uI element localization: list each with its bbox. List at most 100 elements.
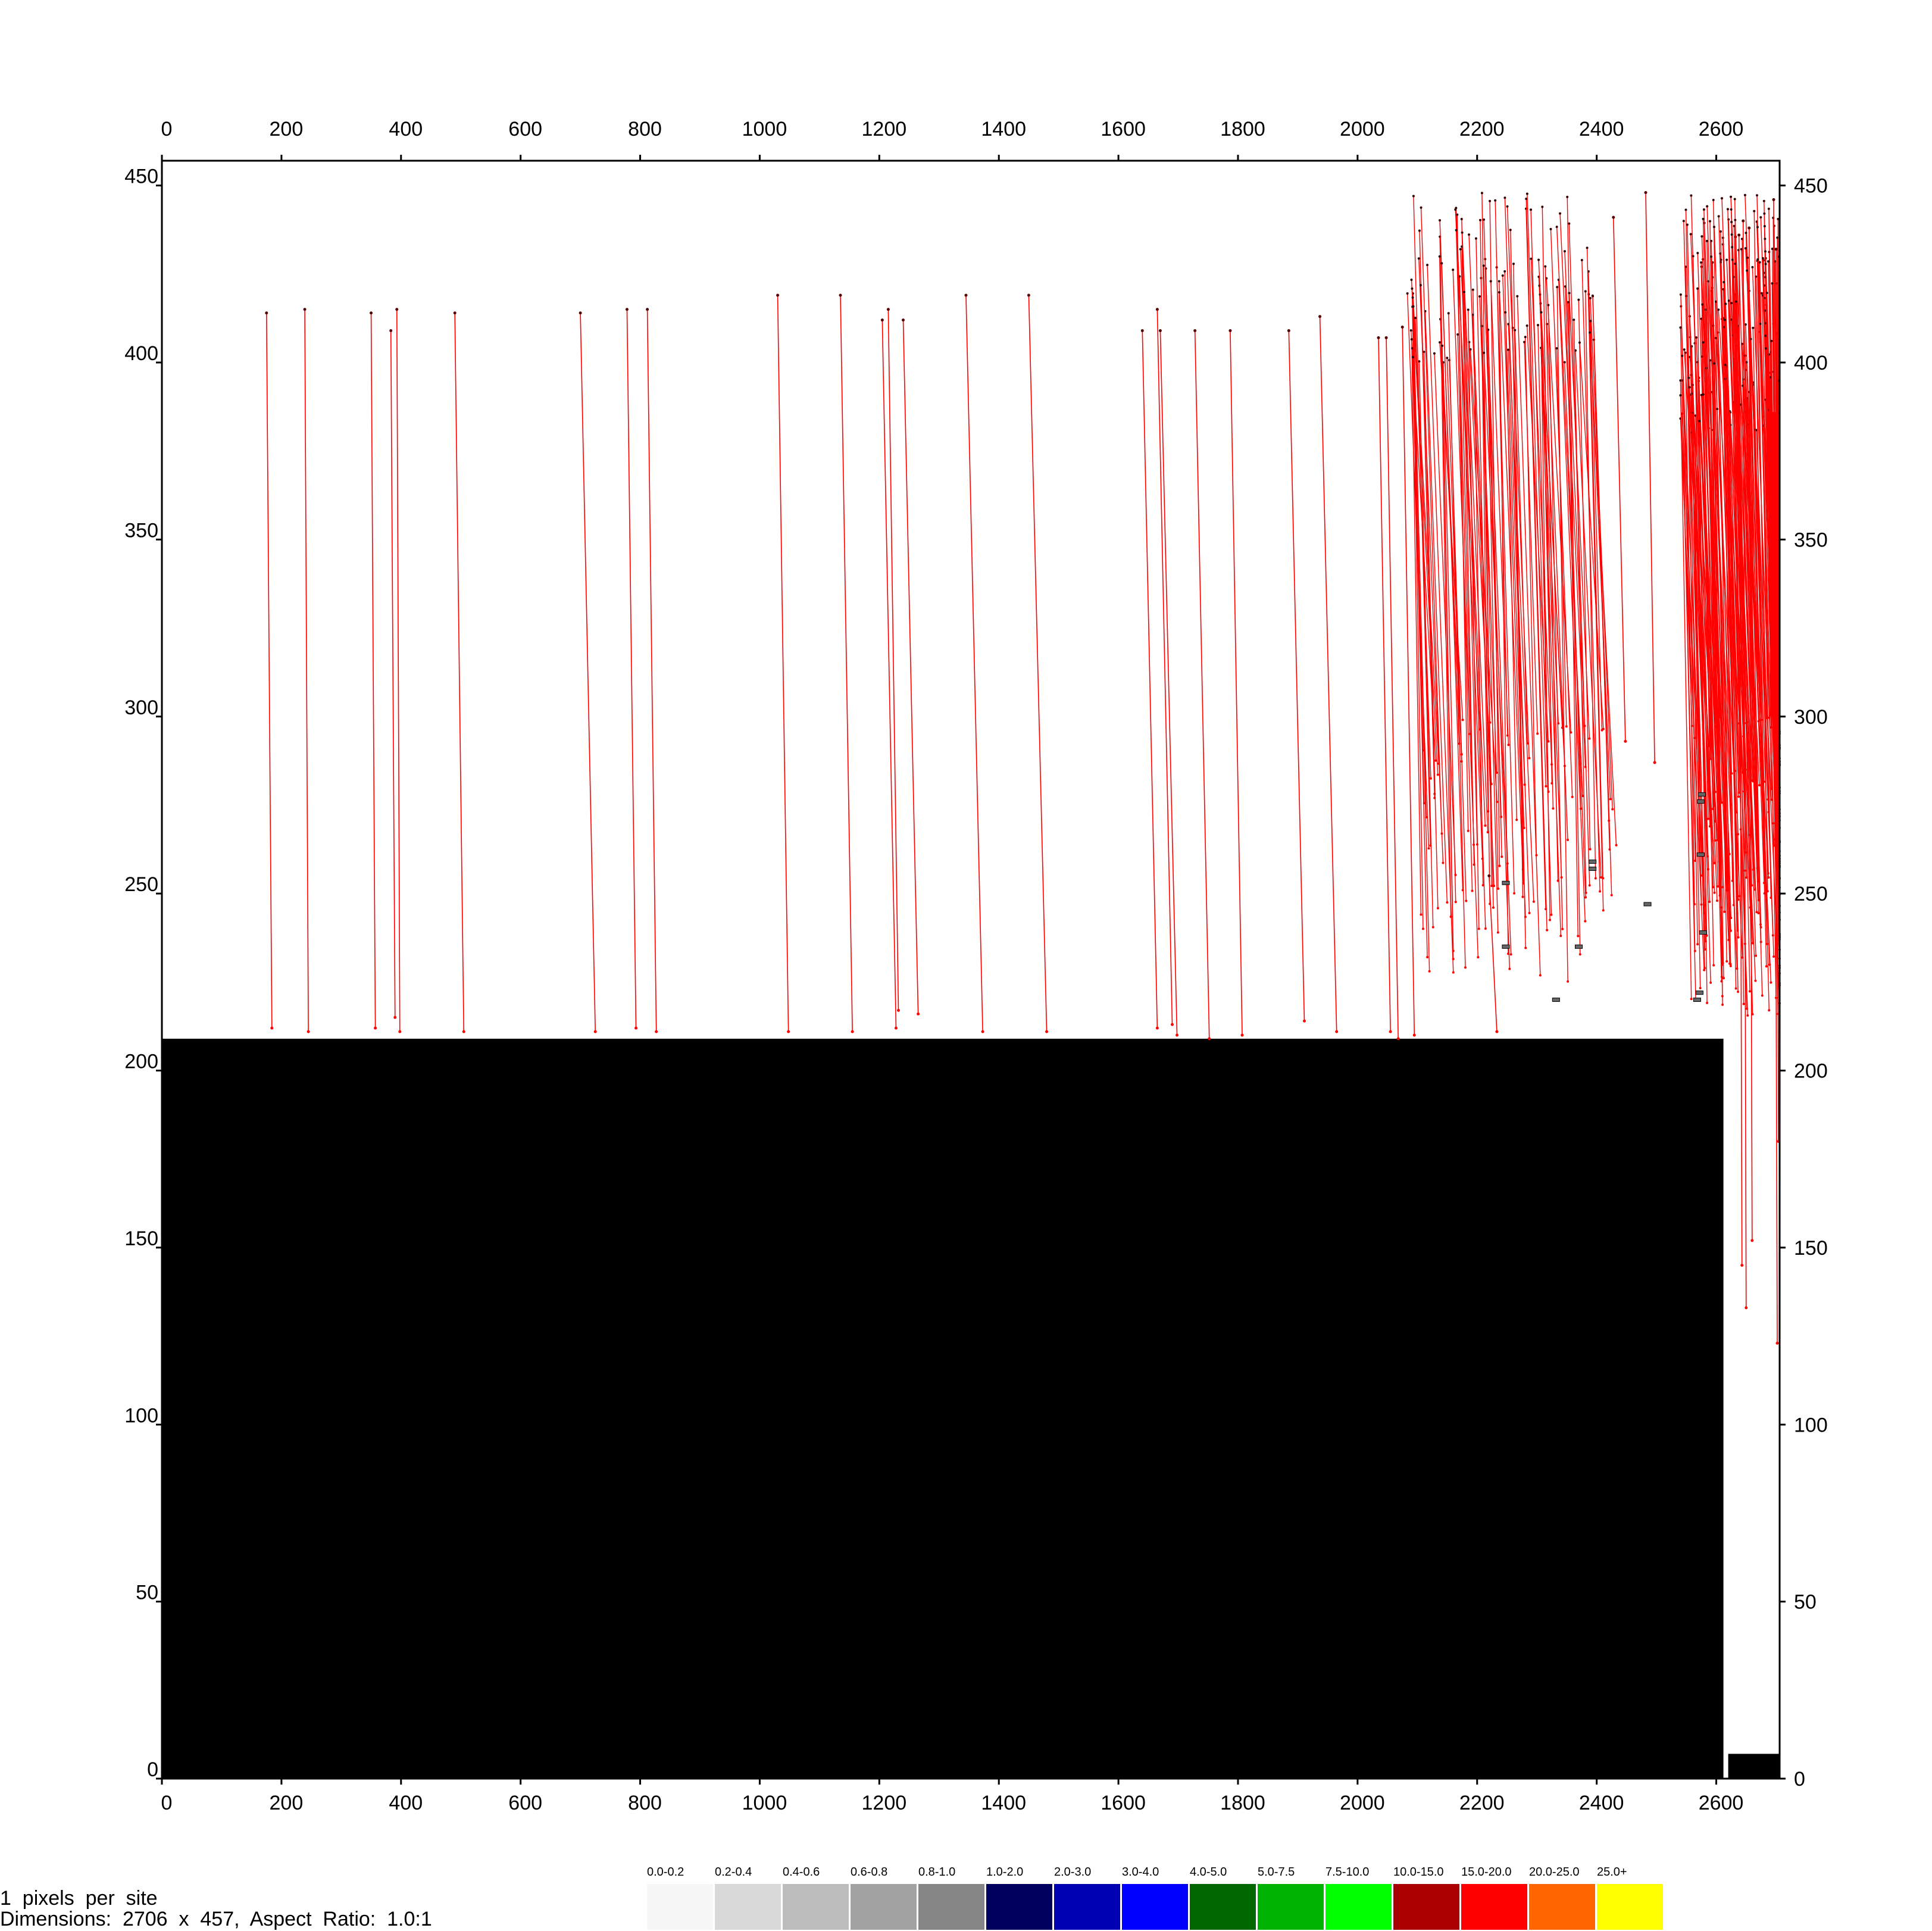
segment-dot	[1500, 855, 1503, 858]
segment-start-dot	[1318, 315, 1322, 318]
segment-dot	[1679, 326, 1682, 329]
segment-dot	[1489, 199, 1492, 202]
segment-dot	[1584, 891, 1587, 894]
dense-segment	[1489, 201, 1500, 866]
segment-start-dot	[579, 311, 582, 315]
segment-dot	[1763, 212, 1766, 215]
legend-swatch	[783, 1884, 849, 1930]
segment-start-dot	[1158, 329, 1162, 332]
segment-start-dot	[776, 293, 780, 297]
alignment-segment	[390, 330, 396, 1018]
dense-segment	[1483, 352, 1508, 864]
x-tick-label-top: 1000	[742, 118, 787, 140]
y-tick-label-left: 0	[147, 1758, 158, 1781]
y-tick-label-right: 450	[1794, 175, 1828, 198]
segment-dot	[1589, 848, 1592, 851]
small-marker	[1696, 799, 1705, 804]
dense-segment	[1455, 230, 1471, 735]
segment-dot	[1772, 844, 1775, 847]
segment-end-dot	[1170, 1023, 1174, 1026]
dense-segment	[1703, 342, 1720, 862]
segment-dot	[1712, 964, 1715, 967]
y-tick-label-right: 250	[1794, 883, 1828, 905]
segment-dot	[1550, 913, 1553, 916]
segment-dot	[1730, 929, 1733, 932]
small-marker	[1575, 944, 1583, 949]
dense-segment	[1530, 210, 1552, 915]
segment-dot	[1720, 906, 1722, 909]
segment-dot	[1446, 357, 1449, 360]
markers-layer	[1502, 792, 1707, 1002]
legend-label: 25.0+	[1597, 1866, 1627, 1879]
segment-dot	[1764, 263, 1767, 265]
segment-dot	[1717, 215, 1720, 218]
segment-dot	[1732, 904, 1735, 907]
segment-dot	[1717, 308, 1720, 311]
segment-dot	[1589, 320, 1592, 323]
segment-start-dot	[1487, 874, 1491, 877]
segment-dot	[1763, 892, 1766, 895]
segment-end-dot	[1745, 1306, 1748, 1310]
segment-dot	[1461, 718, 1464, 721]
segment-dot	[1481, 884, 1484, 887]
x-tick-label-bottom: 2600	[1699, 1792, 1744, 1814]
segment-dot	[1715, 408, 1718, 411]
segment-dot	[1729, 963, 1732, 965]
segment-dot	[1449, 915, 1452, 918]
dense-segment	[1470, 349, 1498, 802]
segment-end-dot	[917, 1012, 920, 1016]
segment-start-dot	[1155, 308, 1159, 311]
segment-dot	[1701, 303, 1704, 306]
segment-dot	[1459, 248, 1462, 251]
segment-dot	[1723, 910, 1726, 913]
dense-segment	[1502, 275, 1526, 917]
segment-dot	[1731, 246, 1734, 249]
segment-dot	[1465, 899, 1468, 902]
segment-dot	[1477, 956, 1480, 959]
segment-dot	[1411, 287, 1414, 290]
alignment-segment	[454, 313, 465, 1032]
segment-dot	[1429, 844, 1432, 847]
segment-dot	[1743, 193, 1746, 196]
small-marker	[1696, 852, 1705, 857]
segment-dot	[1503, 270, 1506, 273]
alignment-segment	[1738, 235, 1743, 1266]
segment-dot	[1438, 255, 1441, 258]
alignment-segment	[1775, 249, 1779, 1142]
segment-end-dot	[894, 1026, 898, 1030]
x-tick-label-top: 2400	[1579, 118, 1624, 140]
segment-dot	[1508, 967, 1511, 970]
segments-layer	[265, 191, 1780, 1345]
segment-dot	[1748, 750, 1751, 753]
alignment-segment	[1742, 221, 1747, 1308]
dense-segment	[1736, 301, 1750, 835]
segment-dot	[1737, 833, 1740, 836]
segment-start-dot	[1027, 293, 1030, 297]
segment-dot	[1547, 740, 1550, 743]
segment-dot	[1591, 294, 1594, 297]
segment-start-dot	[1384, 336, 1388, 339]
segment-dot	[1696, 252, 1699, 255]
segment-dot	[1556, 286, 1559, 289]
alignment-segment	[1378, 338, 1391, 1032]
segment-dot	[1524, 336, 1527, 339]
dense-segment	[1692, 413, 1711, 827]
segment-dot	[1503, 196, 1506, 199]
segment-dot	[1452, 971, 1455, 974]
segment-dot	[1456, 333, 1459, 336]
legend-swatch	[1529, 1884, 1595, 1930]
x-tick-label-top: 2200	[1459, 118, 1505, 140]
segment-dot	[1722, 977, 1725, 980]
segment-dot	[1767, 207, 1770, 210]
segment-dot	[1544, 265, 1547, 268]
segment-start-dot	[1737, 233, 1741, 237]
segment-dot	[1570, 731, 1573, 734]
dense-segment	[1434, 353, 1456, 875]
segment-dot	[1708, 825, 1711, 828]
segment-dot	[1588, 884, 1591, 887]
legend-label: 5.0-7.5	[1258, 1866, 1295, 1879]
dense-segment	[1579, 342, 1604, 729]
segment-end-dot	[1208, 1037, 1211, 1041]
x-tick-label-bottom: 2200	[1459, 1792, 1505, 1814]
segment-dot	[1512, 263, 1515, 265]
